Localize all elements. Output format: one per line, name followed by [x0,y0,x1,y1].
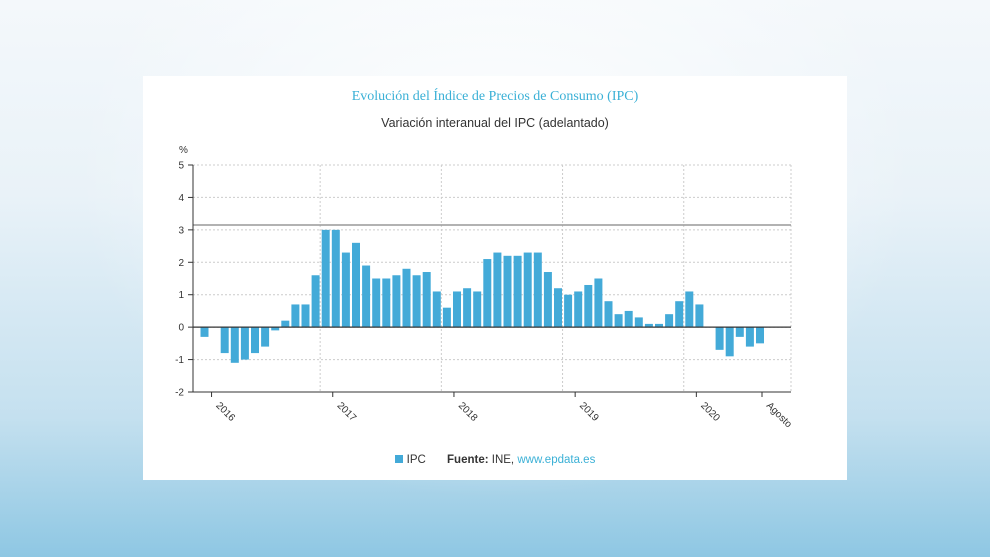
bar-2019-02[interactable] [574,291,583,328]
y-tick-label: 3 [178,225,184,236]
bar-2020-04[interactable] [715,327,724,350]
bar-2017-04[interactable] [352,242,360,328]
bar-2017-05[interactable] [362,265,371,328]
bar-2020-02[interactable] [695,304,704,328]
bar-2018-07[interactable] [503,255,512,328]
bar-2020-01[interactable] [685,291,694,328]
y-tick-label: 1 [178,290,184,301]
x-tick-label: 2016 [213,400,237,424]
bar-2019-03[interactable] [584,284,593,328]
bar-2018-03[interactable] [463,288,472,328]
bar-2019-11[interactable] [665,314,674,328]
source-label: Fuente: [447,454,489,466]
legend: IPC Fuente: INE, www.epdata.es [143,454,847,466]
x-tick-label: 2019 [577,400,601,424]
bar-2020-05[interactable] [725,327,734,357]
bar-2018-02[interactable] [453,291,461,328]
bar-2018-04[interactable] [473,291,482,328]
bar-2018-05[interactable] [483,259,492,328]
bar-2016-04[interactable] [230,327,239,363]
bar-2019-04[interactable] [594,278,603,328]
bar-2020-07[interactable] [745,327,754,347]
x-tick-label: Agosto [764,400,794,430]
bar-2017-12[interactable] [432,291,441,328]
legend-swatch [394,454,403,463]
bar-2019-05[interactable] [604,301,613,328]
y-tick-label: -2 [175,388,184,399]
bar-2018-11[interactable] [543,272,552,328]
source-text: INE, [491,454,518,466]
y-tick-label: 4 [178,193,184,204]
bar-2016-10[interactable] [291,304,300,328]
x-tick-label: 2017 [335,400,359,424]
bar-2017-11[interactable] [422,272,431,328]
bar-2017-06[interactable] [372,278,381,328]
bar-2019-07[interactable] [624,310,633,328]
y-tick-label: 0 [178,323,184,334]
bar-2019-12[interactable] [675,301,684,328]
y-axis-unit: % [179,145,188,156]
bar-2017-01[interactable] [321,229,330,328]
y-tick-label: 2 [178,258,184,269]
legend-series-label[interactable]: IPC [406,454,426,466]
x-tick-label: 2018 [456,400,480,424]
ipc-bar-chart: -2 -1 0 1 2 3 4 5 2016 2017 2018 2019 2020 Agosto % [175,145,794,430]
bar-2019-06[interactable] [614,314,623,328]
bar-2018-08[interactable] [513,255,522,328]
bar-2016-03[interactable] [220,327,229,354]
bar-2016-07[interactable] [261,327,270,347]
bar-2018-06[interactable] [493,252,502,328]
bar-2020-06[interactable] [735,327,744,337]
bar-2018-12[interactable] [554,288,562,328]
chart-subtitle: Variación interanual del IPC (adelantado… [381,116,609,130]
bar-2019-09[interactable] [644,323,653,328]
bar-2017-09[interactable] [402,268,411,328]
bar-2017-10[interactable] [412,275,421,328]
bar-2016-01[interactable] [200,327,209,337]
bars [200,229,764,363]
bar-2016-05[interactable] [240,327,249,360]
bar-2016-11[interactable] [301,304,310,328]
bar-2018-09[interactable] [523,252,532,328]
bar-2020-08[interactable] [756,327,764,344]
bar-2019-01[interactable] [564,294,573,328]
grid-lines [193,164,792,393]
chart-title: Evolución del Índice de Precios de Consu… [351,89,639,104]
y-tick-label: -1 [175,355,184,366]
source-link[interactable]: www.epdata.es [517,454,596,466]
bar-2017-08[interactable] [392,275,401,328]
bar-2019-08[interactable] [634,317,643,328]
bar-2018-10[interactable] [533,252,542,328]
bar-2017-02[interactable] [331,229,340,328]
bar-2016-06[interactable] [251,327,259,354]
bar-2017-03[interactable] [341,252,350,328]
bar-2018-01[interactable] [442,307,451,328]
y-tick-label: 5 [178,161,184,172]
bar-2016-12[interactable] [311,275,320,328]
chart-card: Evolución del Índice de Precios de Consu… [143,76,847,480]
bar-2016-08[interactable] [271,327,280,331]
bar-2016-09[interactable] [281,320,290,328]
bar-2017-07[interactable] [382,278,391,328]
x-tick-label: 2020 [698,400,722,424]
bar-2019-10[interactable] [655,323,663,328]
